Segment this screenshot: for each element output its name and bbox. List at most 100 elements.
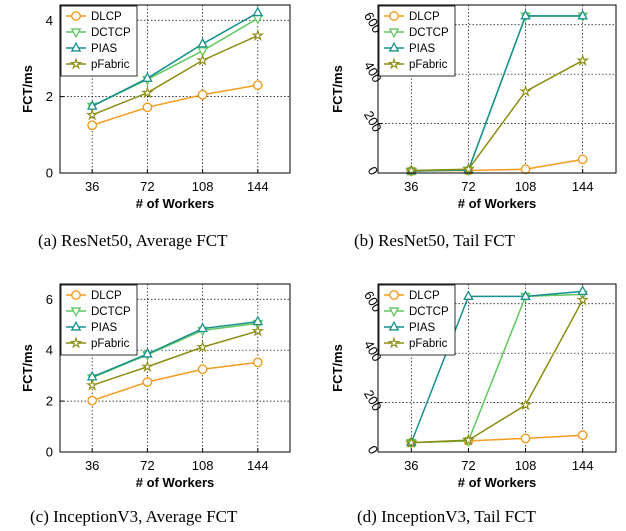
- x-tick-label: 36: [404, 179, 418, 194]
- y-axis-label: FCT/ms: [330, 65, 345, 113]
- data-point-pfabric: [519, 398, 532, 411]
- x-tick-label: 144: [572, 179, 594, 194]
- x-tick-label: 72: [461, 458, 475, 473]
- data-point-pias: [142, 347, 153, 358]
- data-point-dlcp: [252, 80, 263, 91]
- x-tick-label: 108: [192, 458, 214, 473]
- series-line-pias: [91, 320, 258, 378]
- x-tick-label: 36: [85, 179, 99, 194]
- legend-marker-pfabric: [387, 336, 401, 349]
- legend-marker-dctcp: [388, 307, 400, 318]
- data-point-dlcp: [87, 395, 98, 406]
- x-axis-label: # of Workers: [458, 196, 537, 211]
- data-point-dlcp: [252, 357, 263, 368]
- data-point-pfabric: [462, 433, 475, 446]
- x-tick-label: 108: [192, 179, 214, 194]
- plot-frame: [59, 4, 291, 174]
- data-point-pfabric: [251, 28, 265, 41]
- legend-marker-dlcp: [389, 11, 399, 21]
- legend-label-dlcp: DLCP: [91, 290, 122, 302]
- legend-label-pfabric: pFabric: [409, 338, 448, 350]
- data-point-pfabric: [85, 108, 99, 121]
- series-line-pfabric: [91, 34, 259, 116]
- legend: DLCP DCTCP PIAS pFabric: [60, 5, 138, 77]
- data-point-pfabric: [404, 435, 418, 449]
- legend-label-dlcp: DLCP: [409, 11, 440, 23]
- series-line-dlcp: [91, 361, 258, 402]
- data-point-dlcp: [577, 430, 588, 441]
- chart-panel-0: 36 72 108 144 0 2 4 # of Workers FCT/ms DLCP DCTCP…: [20, 4, 291, 211]
- x-axis-label: # of Workers: [136, 196, 215, 211]
- y-axis-label: FCT/ms: [330, 344, 345, 392]
- legend-label-pias: PIAS: [91, 322, 118, 334]
- data-point-dctcp: [197, 47, 208, 57]
- legend-marker-pias: [388, 41, 400, 52]
- y-axis-label: FCT/ms: [20, 65, 35, 113]
- x-axis-label: # of Workers: [458, 475, 537, 490]
- y-tick-label: 200: [361, 108, 385, 134]
- data-point-pias: [577, 9, 588, 20]
- data-point-dlcp: [520, 433, 531, 444]
- plot-frame: [377, 4, 617, 174]
- y-tick-label: 0: [46, 166, 53, 181]
- legend-marker-dlcp: [389, 290, 399, 300]
- data-point-dlcp: [197, 364, 208, 375]
- legend-marker-pias: [388, 320, 400, 331]
- legend-label-pfabric: pFabric: [91, 59, 130, 71]
- y-axis-label: FCT/ms: [20, 344, 35, 392]
- legend-marker-pias: [70, 320, 82, 331]
- series-line-dlcp: [91, 84, 258, 126]
- legend-label-pias: PIAS: [91, 43, 118, 55]
- legend-marker-dctcp: [388, 28, 400, 39]
- series-line-pfabric: [411, 59, 584, 172]
- legend: DLCP DCTCP PIAS pFabric: [60, 284, 138, 356]
- data-point-pias: [520, 9, 531, 20]
- data-point-pias: [463, 290, 474, 300]
- y-tick-label: 6: [46, 292, 53, 307]
- data-point-dlcp: [142, 377, 153, 387]
- legend-label-pias: PIAS: [409, 43, 436, 55]
- x-tick-label: 72: [461, 179, 475, 194]
- legend-marker-dlcp: [71, 11, 81, 21]
- y-tick-label: 2: [46, 394, 53, 409]
- legend-label-dlcp: DLCP: [409, 290, 440, 302]
- data-point-pias: [577, 285, 588, 296]
- y-tick-label: 4: [46, 343, 53, 358]
- data-point-dlcp: [520, 164, 531, 175]
- legend-label-dctcp: DCTCP: [91, 27, 131, 39]
- caption-c: (c) InceptionV3, Average FCT: [30, 507, 238, 526]
- data-point-dlcp: [87, 120, 98, 131]
- data-point-pfabric: [576, 53, 590, 66]
- series-line-pias: [91, 11, 259, 107]
- x-tick-label: 144: [247, 458, 269, 473]
- legend-marker-pias: [70, 41, 82, 52]
- series-line-pfabric: [411, 299, 584, 444]
- x-tick-label: 108: [515, 458, 537, 473]
- legend-marker-pfabric: [69, 336, 83, 349]
- legend-label-dctcp: DCTCP: [409, 306, 449, 318]
- data-point-pfabric: [462, 162, 475, 175]
- legend-label-pfabric: pFabric: [91, 338, 130, 350]
- legend-label-pfabric: pFabric: [409, 59, 448, 71]
- x-tick-label: 108: [515, 179, 537, 194]
- data-point-dlcp: [142, 102, 153, 113]
- x-tick-label: 36: [404, 458, 418, 473]
- caption-b: (b) ResNet50, Tail FCT: [354, 231, 515, 250]
- series-line-pias: [410, 290, 583, 443]
- legend-label-dctcp: DCTCP: [409, 27, 449, 39]
- legend: DLCP DCTCP PIAS pFabric: [378, 5, 456, 77]
- caption-d: (d) InceptionV3, Tail FCT: [357, 507, 536, 526]
- y-tick-label: 0: [365, 443, 382, 457]
- data-point-pfabric: [404, 163, 418, 176]
- legend-marker-dctcp: [70, 307, 82, 318]
- y-tick-label: 0: [46, 445, 53, 460]
- data-point-pias: [252, 6, 264, 17]
- legend-marker-pfabric: [387, 57, 401, 70]
- data-point-dlcp: [197, 89, 208, 100]
- data-point-pfabric: [196, 340, 209, 353]
- data-point-pias: [142, 72, 153, 82]
- legend-label-dctcp: DCTCP: [91, 306, 131, 318]
